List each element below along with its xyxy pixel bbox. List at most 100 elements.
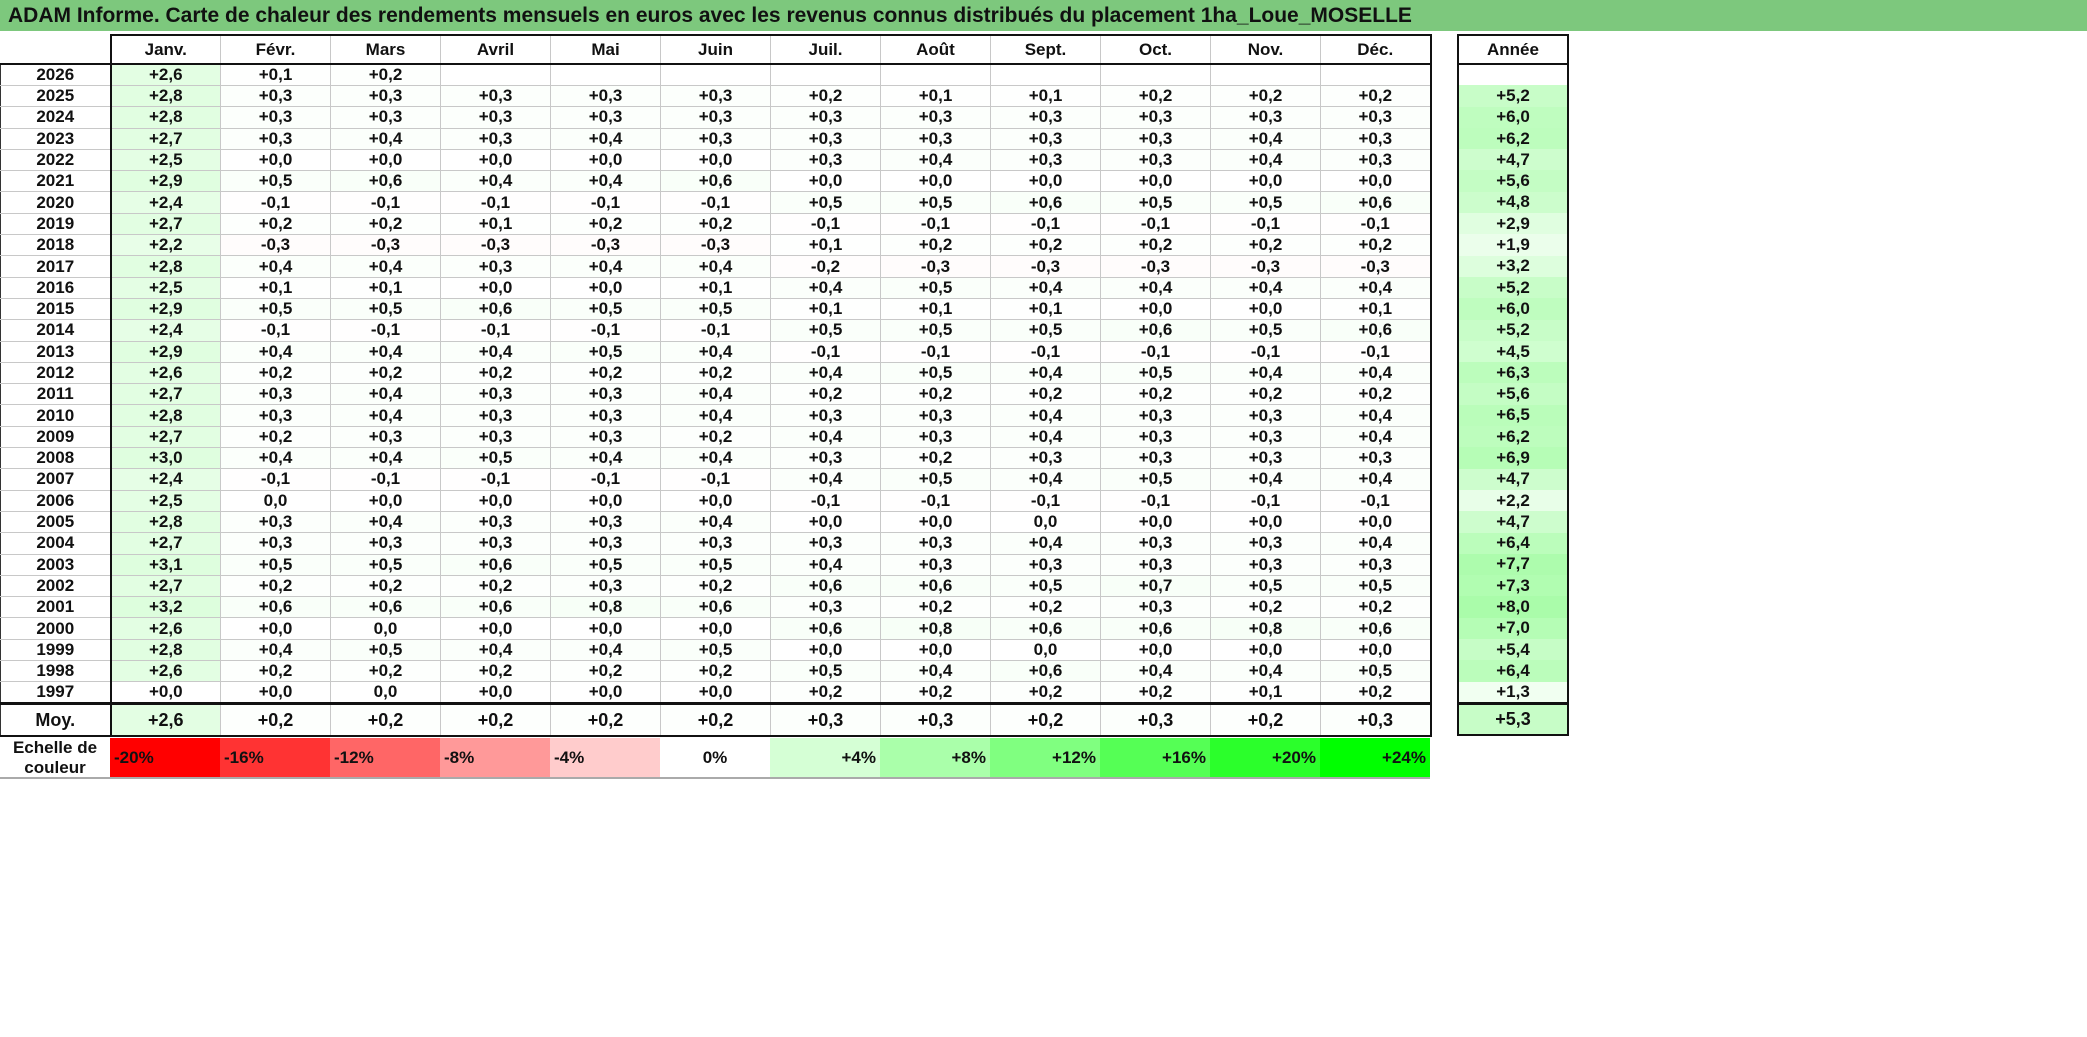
year-total-cell: +5,2 (1457, 85, 1569, 107)
table-row: 2009 +2,7 +0,2 +0,3 +0,3 +0,3 +0,2 +0,4 +0,3 +0,4… (0, 425, 1432, 449)
heatmap-cell: +0,4 (1210, 361, 1321, 385)
table-row: +5,6 (1457, 383, 1569, 405)
heatmap-cell: +0,4 (220, 447, 331, 470)
heatmap-cell: +0,4 (220, 638, 331, 662)
heatmap-cell: +2,8 (110, 510, 221, 534)
table-row: 1997 +0,0 +0,0 0,0 +0,0 +0,0 +0,0 +0,2 +0,2 +0,2 +… (0, 681, 1432, 705)
heatmap-cell: +0,3 (880, 532, 991, 555)
heatmap-cell: +0,4 (880, 148, 991, 172)
year-label: 2010 (0, 404, 112, 427)
heatmap-cell: +0,6 (770, 617, 881, 640)
heatmap-cell: +0,6 (770, 574, 881, 598)
heatmap-cell: +0,4 (770, 468, 881, 491)
heatmap-cell: +0,5 (1320, 574, 1432, 598)
heatmap-cell: +0,0 (440, 489, 551, 512)
heatmap-cell: +0,3 (1210, 532, 1321, 555)
average-row: +5,3 (1457, 701, 1569, 737)
heatmap-cell: -0,3 (330, 234, 441, 257)
heatmap-cell: +0,2 (770, 681, 881, 705)
heatmap-cell: +0,2 (330, 212, 441, 236)
color-scale-label-line: Echelle de (12, 738, 98, 757)
heatmap-cell: +0,2 (990, 681, 1101, 705)
heatmap-cell: -0,2 (770, 255, 881, 278)
heatmap-cell: +0,0 (220, 148, 331, 172)
heatmap-cell: +0,5 (1210, 191, 1321, 214)
heatmap-cell: +0,0 (1100, 170, 1211, 193)
heatmap-cell: +0,2 (220, 212, 331, 236)
heatmap-cell: +0,3 (990, 148, 1101, 172)
heatmap-cell: +0,6 (1100, 319, 1211, 342)
year-total-cell: +5,6 (1457, 383, 1569, 405)
heatmap-cell (550, 63, 661, 86)
heatmap-cell: +0,4 (660, 255, 771, 278)
year-label: 1998 (0, 660, 112, 683)
heatmap-cell: +0,0 (1210, 510, 1321, 534)
heatmap-cell: +2,4 (110, 468, 221, 491)
heatmap-cell: +0,2 (880, 447, 991, 470)
year-total-cell (1457, 64, 1569, 86)
year-total-header: Année (1457, 34, 1569, 65)
average-cell: +2,6 (110, 702, 221, 737)
heatmap-cell: +0,4 (330, 383, 441, 406)
heatmap-cell: +0,3 (1210, 447, 1321, 470)
color-scale-step: -4% (550, 738, 660, 778)
table-row: +5,2 (1457, 276, 1569, 299)
heatmap-cell: +0,2 (990, 596, 1101, 619)
table-row: 2008 +3,0 +0,4 +0,4 +0,5 +0,4 +0,4 +0,3 +0,2 +0,3… (0, 447, 1432, 470)
heatmap-cell: +0,2 (660, 212, 771, 236)
heatmap-cell: +0,4 (440, 170, 551, 193)
heatmap-cell: +0,4 (1210, 468, 1321, 491)
table-row: 2001 +3,2 +0,6 +0,6 +0,6 +0,8 +0,6 +0,3 +0,2 +0,2… (0, 596, 1432, 619)
color-scale-step: +8% (880, 738, 990, 778)
color-scale-label: Echelle de couleur (0, 738, 110, 778)
heatmap-cell: +0,0 (220, 617, 331, 640)
table-row: 2003 +3,1 +0,5 +0,5 +0,6 +0,5 +0,5 +0,4 +0,3 +0,3… (0, 553, 1432, 576)
year-label: 2020 (0, 191, 112, 214)
heatmap-cell: +0,5 (1100, 361, 1211, 385)
heatmap-cell: -0,1 (220, 319, 331, 342)
year-total-cell: +7,7 (1457, 553, 1569, 576)
heatmap-cell: -0,1 (770, 489, 881, 512)
heatmap-cell: +0,3 (990, 553, 1101, 576)
year-label: 2005 (0, 510, 112, 534)
heatmap-cell: +0,0 (550, 681, 661, 705)
heatmap-cell: +0,4 (220, 255, 331, 278)
heatmap-cell: +0,5 (1210, 319, 1321, 342)
table-row: 2017 +2,8 +0,4 +0,4 +0,3 +0,4 +0,4 -0,2 -0,3 -0,3… (0, 255, 1432, 278)
heatmap-cell: +0,4 (1100, 276, 1211, 299)
heatmap-cell: +0,0 (440, 148, 551, 172)
heatmap-cell: +0,0 (770, 638, 881, 662)
heatmap-cell: +0,3 (220, 106, 331, 129)
average-cell: +0,2 (550, 702, 661, 737)
heatmap-cell: +0,4 (1210, 660, 1321, 683)
heatmap-cell: -0,1 (550, 191, 661, 214)
heatmap-cell: +0,4 (550, 127, 661, 150)
heatmap-cell: +0,6 (330, 170, 441, 193)
header-row: Janv. Févr. Mars Avril Mai Juin Juil. Août Sept.… (0, 34, 1432, 65)
color-scale-step: +12% (990, 738, 1100, 778)
heatmap-cell: +3,0 (110, 447, 221, 470)
heatmap-cell: +0,3 (220, 404, 331, 427)
heatmap-cell: +0,2 (990, 383, 1101, 406)
heatmap-cell: +0,4 (990, 276, 1101, 299)
heatmap-cell: +0,3 (1100, 425, 1211, 449)
heatmap-cell: +0,2 (550, 212, 661, 236)
heatmap-cell: +0,3 (550, 510, 661, 534)
heatmap-cell: +0,4 (770, 425, 881, 449)
heatmap-cell: +0,1 (440, 212, 551, 236)
heatmap-cell: +0,6 (660, 170, 771, 193)
heatmap-cell: +0,4 (1210, 276, 1321, 299)
color-scale-step: -8% (440, 738, 550, 778)
heatmap-cell: +0,2 (1100, 234, 1211, 257)
heatmap-cell: +0,2 (1210, 84, 1321, 108)
heatmap-cell: -0,1 (220, 468, 331, 491)
year-label: 1997 (0, 681, 112, 705)
table-row: 2005 +2,8 +0,3 +0,4 +0,3 +0,3 +0,4 +0,0 +0,0 0,0 +… (0, 510, 1432, 534)
heatmap-cell: +2,8 (110, 404, 221, 427)
heatmap-cell: +0,1 (220, 63, 331, 86)
table-row: +2,9 (1457, 213, 1569, 235)
heatmap-cell: -0,1 (440, 191, 551, 214)
heatmap-cell: +0,4 (770, 361, 881, 385)
heatmap-cell: +0,3 (880, 553, 991, 576)
heatmap-cell: +0,4 (1320, 361, 1432, 385)
